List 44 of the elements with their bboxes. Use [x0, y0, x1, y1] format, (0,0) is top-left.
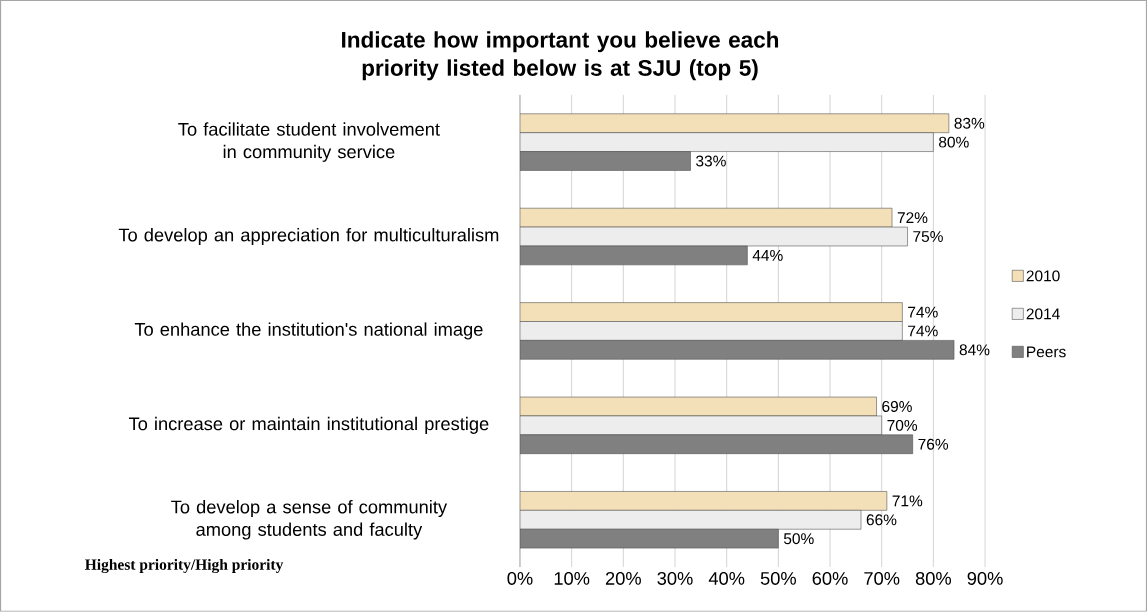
legend-label: Peers [1027, 346, 1066, 358]
x-tick-label: 40% [708, 572, 745, 586]
data-label: 50% [783, 533, 814, 545]
y-tick-label: To develop an appreciation for multiculturalism [118, 228, 499, 246]
bar [519, 132, 934, 152]
legend-label: 2014 [1026, 308, 1060, 320]
x-tick-label: 10% [554, 572, 590, 586]
bar [519, 340, 955, 360]
y-tick-label: To increase or maintain institutional prestige [128, 416, 489, 434]
chart-title: Indicate how important you believe each priority listed below is at SJU (top 5) [342, 31, 779, 81]
x-tick-label: 0% [507, 572, 533, 586]
x-tick-label: 30% [657, 572, 693, 586]
legend-label: 2010 [1026, 270, 1060, 282]
x-tick-label: 50% [760, 572, 796, 586]
y-tick-label: To enhance the institution's national image [134, 322, 483, 340]
x-tick-label: 20% [605, 572, 641, 586]
bar [519, 321, 903, 341]
data-label: 71% [892, 495, 923, 507]
data-label: 76% [918, 438, 949, 450]
data-label: 70% [887, 420, 918, 431]
data-label: 74% [908, 325, 938, 337]
x-tick-label: 60% [812, 572, 848, 586]
x-tick-label: 70% [864, 572, 900, 586]
text: Highest priority/High priority [85, 559, 284, 574]
y-tick-label: To facilitate student involvement in community service [178, 122, 440, 162]
data-label: 33% [696, 155, 726, 167]
bar [519, 510, 862, 530]
data-label: 84% [959, 344, 990, 356]
data-label: 80% [939, 136, 969, 148]
data-label: 44% [752, 250, 783, 261]
data-label: 66% [866, 514, 897, 526]
data-label: 75% [913, 231, 943, 243]
data-label: 69% [882, 401, 912, 413]
bar [519, 415, 882, 436]
bar [519, 226, 908, 247]
data-label: 74% [908, 306, 938, 318]
bar [519, 529, 779, 549]
x-tick-label: 90% [967, 572, 1003, 586]
bar [519, 151, 691, 171]
x-tick-label: 80% [915, 572, 952, 586]
data-label: 83% [954, 117, 985, 129]
data-label: 72% [897, 212, 928, 224]
y-tick-label: To develop a sense of community among students and faculty [171, 500, 448, 540]
bar [519, 434, 913, 455]
